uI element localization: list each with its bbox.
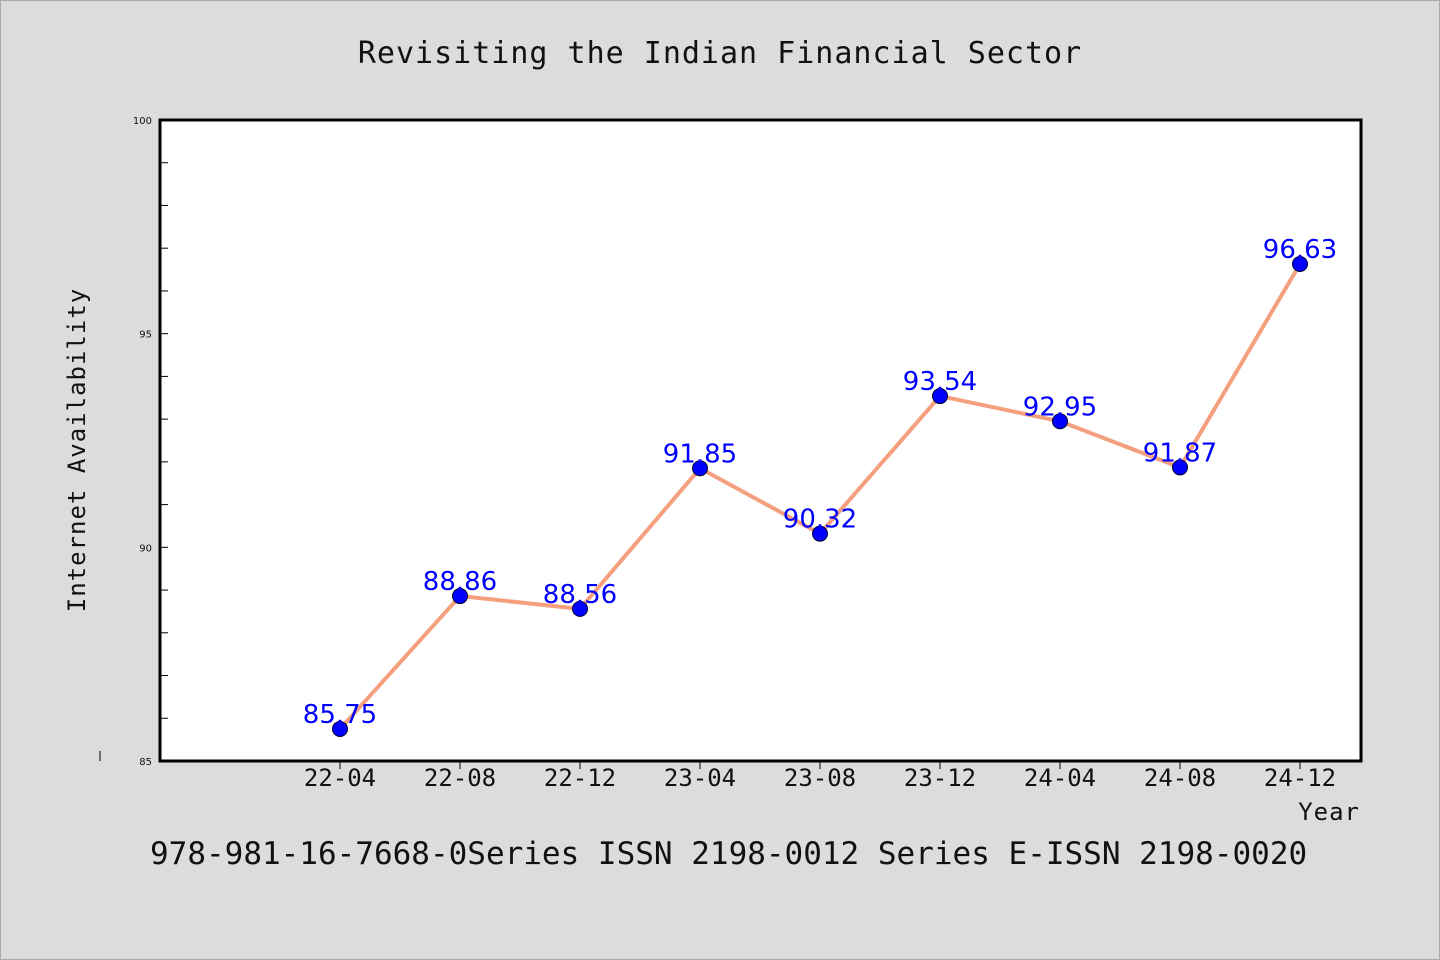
- y-tick-label: 95: [139, 330, 152, 341]
- y-tick-label: 85: [139, 757, 152, 768]
- x-tick-label: 24-12: [1264, 764, 1336, 792]
- x-tick-label: 23-04: [664, 764, 736, 792]
- chart-title: Revisiting the Indian Financial Sector: [358, 36, 1082, 71]
- data-point: [1052, 413, 1068, 430]
- y-axis: 85 90 95 100: [133, 116, 168, 768]
- x-tick-label: 22-04: [304, 764, 376, 792]
- x-tick-label: 24-04: [1024, 764, 1096, 792]
- data-label: 91.85: [663, 439, 737, 469]
- data-point: [332, 720, 348, 737]
- data-label: 96.63: [1263, 235, 1337, 265]
- footer-isbn-issn: 978-981-16-7668-0Series ISSN 2198-0012 S…: [150, 836, 1307, 872]
- x-axis-title: Year: [1298, 798, 1360, 826]
- x-tick-label: 23-08: [784, 764, 856, 792]
- plot-area: [158, 118, 1363, 763]
- data-point: [812, 525, 828, 542]
- data-point: [1172, 459, 1188, 476]
- y-tick-label: 90: [139, 543, 152, 554]
- data-label: 91.87: [1143, 438, 1217, 468]
- data-point: [572, 600, 588, 617]
- series-layer: [332, 256, 1308, 737]
- data-label: 88.86: [423, 567, 497, 597]
- data-point: [1292, 256, 1308, 273]
- data-label: 92.95: [1023, 392, 1097, 422]
- data-label: 85.75: [303, 700, 377, 730]
- x-tick-label: 22-12: [544, 764, 616, 792]
- data-label: 90.32: [783, 505, 857, 535]
- x-tick-label: 24-08: [1144, 764, 1216, 792]
- y-axis-title: Internet Availability: [63, 288, 91, 612]
- data-point: [932, 388, 948, 405]
- x-axis: 22-04 22-08 22-12 23-04 23-08 23-12 24-04 24-08…: [99, 751, 1336, 792]
- data-point: [452, 588, 468, 605]
- data-label: 93.54: [903, 367, 977, 397]
- x-tick-label: 22-08: [424, 764, 496, 792]
- x-tick-label: 23-12: [904, 764, 976, 792]
- data-labels: 85.75 88.86 88.56 91.85 90.32 93.54 92.95 91.87…: [303, 235, 1337, 730]
- data-label: 88.56: [543, 580, 617, 610]
- data-point: [692, 460, 708, 477]
- y-tick-label: 100: [133, 116, 152, 127]
